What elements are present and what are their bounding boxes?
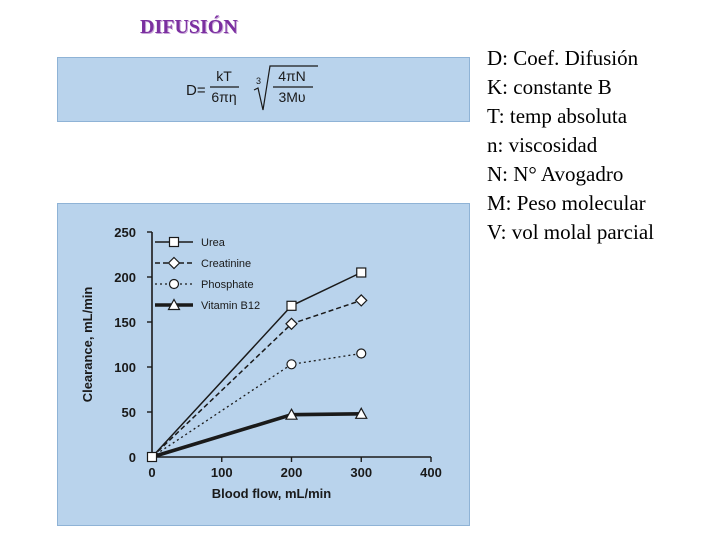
data-point-urea — [286, 300, 297, 311]
x-tick-label: 400 — [420, 465, 442, 480]
chart-panel: 0 50 100 150 200 250 0 100 200 300 400 Blood flow, … — [57, 203, 470, 526]
y-tick-label: 150 — [114, 315, 136, 330]
data-point-phosphate — [356, 348, 367, 359]
formula-radicand-numerator: 4πN — [278, 68, 306, 84]
series-line-vitamin-b12 — [151, 412, 362, 459]
legend-label: Urea — [201, 237, 226, 249]
data-point-vitamin-b12 — [354, 407, 368, 419]
definition-item: D: Coef. Difusión — [487, 46, 639, 70]
x-tick-label: 100 — [211, 465, 233, 480]
definition-item: n: viscosidad — [487, 133, 598, 157]
data-point-origin — [146, 451, 158, 463]
x-tick-label: 200 — [281, 465, 303, 480]
x-tick-label: 300 — [350, 465, 372, 480]
definitions-list: D: Coef. Difusión K: constante B T: temp… — [487, 44, 654, 247]
legend-marker — [167, 256, 181, 270]
y-tick-label: 50 — [122, 405, 136, 420]
definition-item: T: temp absoluta — [487, 104, 628, 128]
definition-item: M: Peso molecular — [487, 191, 646, 215]
formula-root-index: 3 — [256, 76, 261, 86]
formula-panel: D= kT 6πη 3 4πN 3Mυ — [57, 57, 470, 122]
formula-radicand-denominator: 3Mυ — [278, 89, 305, 105]
y-tick-label: 250 — [114, 225, 136, 240]
legend-marker — [167, 298, 181, 311]
data-point-creatinine — [354, 294, 368, 307]
y-axis-title: Clearance, mL/min — [80, 287, 95, 403]
chart-axes: 0 50 100 150 200 250 0 100 200 300 400 Blood flow, … — [80, 225, 442, 501]
data-point-phosphate — [286, 359, 297, 370]
chart-legend: Urea Creatinine Phosphate Vitamin B12 — [155, 236, 260, 312]
formula-denominator: 6πη — [211, 89, 236, 105]
slide-title: DIFUSIÓN — [140, 16, 238, 38]
y-tick-label: 200 — [114, 270, 136, 285]
definition-item: K: constante B — [487, 75, 612, 99]
legend-label: Vitamin B12 — [201, 300, 260, 312]
x-tick-label: 0 — [148, 465, 155, 480]
data-point-vitamin-b12 — [284, 407, 299, 420]
legend-label: Creatinine — [201, 258, 251, 270]
chart-series — [146, 267, 368, 463]
legend-label: Phosphate — [201, 279, 254, 291]
formula-radical-sign — [253, 65, 318, 111]
definition-item: N: N° Avogadro — [487, 162, 624, 186]
formula-lhs: D= — [186, 82, 206, 99]
y-tick-label: 100 — [114, 360, 136, 375]
y-tick-label: 0 — [129, 450, 136, 465]
diffusion-formula: D= kT 6πη 3 4πN 3Mυ — [186, 65, 318, 111]
legend-marker — [168, 236, 180, 248]
clearance-chart: 0 50 100 150 200 250 0 100 200 300 400 Blood flow, … — [80, 225, 442, 501]
definition-item: V: vol molal parcial — [487, 220, 654, 244]
series-line-phosphate — [151, 352, 362, 458]
data-point-creatinine — [285, 317, 298, 331]
x-axis-title: Blood flow, mL/min — [212, 486, 331, 501]
data-point-urea — [356, 267, 367, 278]
series-line-creatinine — [151, 299, 362, 458]
legend-marker — [168, 278, 180, 290]
formula-numerator: kT — [216, 68, 232, 84]
